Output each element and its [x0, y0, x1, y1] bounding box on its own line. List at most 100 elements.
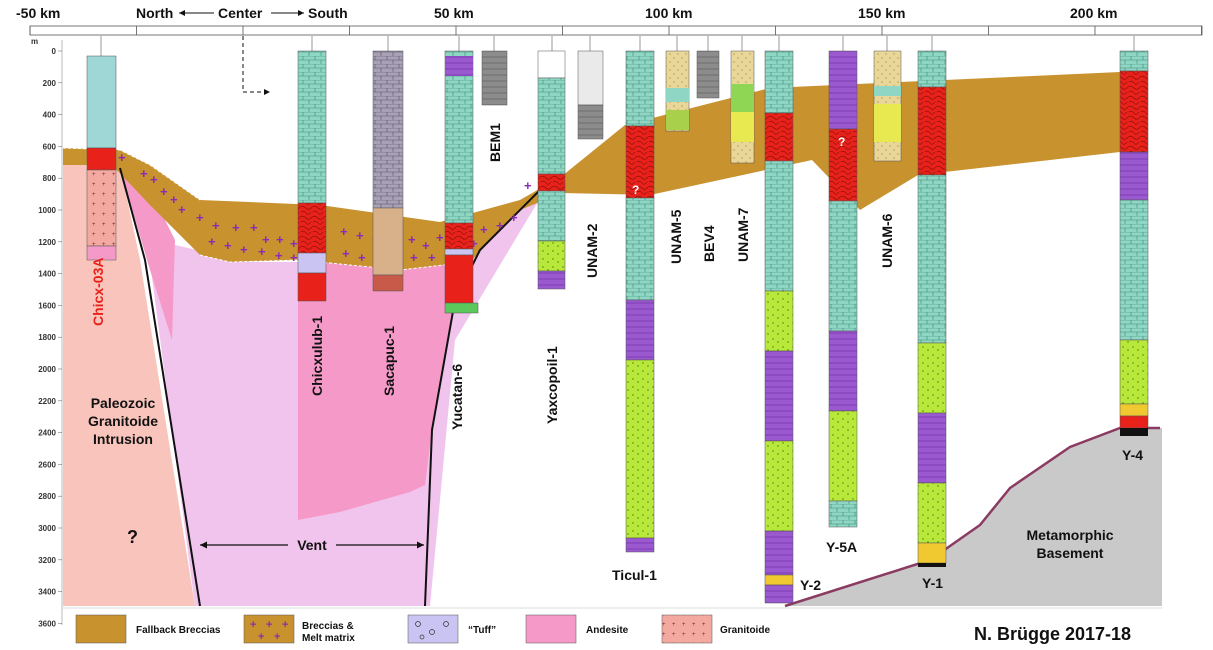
- km-label-150: 150 km: [858, 5, 905, 21]
- depth-tick-label: 800: [43, 174, 57, 183]
- question-mark-ticul: ?: [632, 183, 639, 197]
- legend-label-tuff: “Tuff”: [468, 625, 496, 636]
- well-yucatan-6: [444, 36, 479, 314]
- well-label-bem1: BEM1: [487, 123, 503, 162]
- question-mark-granitoide: ?: [127, 527, 138, 547]
- well-unam-7: [730, 36, 755, 164]
- melt-plus-mark: +: [436, 230, 444, 245]
- legend-swatch-granitoide: [661, 614, 713, 644]
- south-label: South: [308, 5, 348, 21]
- legend-swatch-fallback: [75, 614, 127, 644]
- km-label-200: 200 km: [1070, 5, 1117, 21]
- center-pointer: [242, 36, 268, 93]
- question-mark-y5a: ?: [838, 135, 845, 149]
- melt-plus-mark: +: [480, 222, 488, 237]
- depth-tick-label: 1600: [38, 301, 56, 310]
- well-label-sacapuc-1: Sacapuc-1: [381, 326, 397, 396]
- depth-tick-label: 3000: [38, 524, 56, 533]
- melt-plus-mark: +: [240, 242, 248, 257]
- well-label-y-5a: Y-5A: [826, 539, 857, 555]
- well-bev4: [696, 36, 720, 99]
- well-label-unam-6: UNAM-6: [879, 213, 895, 268]
- melt-plus-mark: +: [422, 238, 430, 253]
- depth-tick-label: 2400: [38, 429, 56, 438]
- depth-tick-label: 3600: [38, 619, 56, 628]
- well-sacapuc-1: [372, 36, 404, 292]
- distance-scale: -50 km 50 km 100 km 150 km 200 km North …: [16, 5, 1203, 95]
- paleozoic-label-line-1: Paleozoic: [91, 395, 156, 411]
- depth-tick-label: 1800: [38, 333, 56, 342]
- metamorphic-label-line-1: Metamorphic: [1026, 527, 1113, 543]
- depth-tick-label: 0: [52, 47, 57, 56]
- km-label-minus-50: -50 km: [16, 5, 60, 21]
- depth-tick-label: 2200: [38, 397, 56, 406]
- well-yaxcopoil-1: [537, 36, 566, 290]
- well-labels: Chicx-03A Chicxulub-1 Sacapuc-1 Yucatan-…: [90, 123, 1143, 593]
- melt-plus-mark: +: [275, 248, 283, 263]
- melt-plus-mark: +: [510, 210, 518, 225]
- melt-plus-mark: +: [496, 218, 504, 233]
- well-label-unam-7: UNAM-7: [735, 207, 751, 262]
- melt-plus-mark: +: [224, 238, 232, 253]
- melt-plus-mark: +: [276, 232, 284, 247]
- melt-plus-mark: +: [340, 224, 348, 239]
- well-label-unam-2: UNAM-2: [584, 223, 600, 278]
- legend-label-fallback: Fallback Breccias: [136, 625, 221, 636]
- metamorphic-basement-area: [785, 428, 1162, 606]
- melt-plus-mark: +: [470, 236, 478, 251]
- depth-tick-label: 3400: [38, 588, 56, 597]
- km-label-100: 100 km: [645, 5, 692, 21]
- depth-tick-label: 2600: [38, 460, 56, 469]
- melt-plus-mark: +: [140, 166, 148, 181]
- metamorphic-label-line-2: Basement: [1037, 545, 1104, 561]
- melt-plus-mark: +: [356, 228, 364, 243]
- legend-label-breccias-line-2: Melt matrix: [302, 633, 355, 644]
- depth-tick-label: 2800: [38, 492, 56, 501]
- melt-plus-mark: +: [262, 232, 270, 247]
- melt-plus-mark: +: [250, 220, 258, 235]
- well-ticul-1: [625, 36, 655, 553]
- author-credit: N. Brügge 2017-18: [974, 624, 1131, 644]
- melt-plus-mark: +: [196, 210, 204, 225]
- depth-tick-label: 400: [43, 111, 57, 120]
- well-label-chicx-03a: Chicx-03A: [90, 258, 106, 326]
- melt-plus-mark: +: [258, 244, 266, 259]
- depth-tick-label: 3200: [38, 556, 56, 565]
- paleozoic-granitoide-area: [63, 165, 195, 606]
- melt-plus-mark: +: [410, 250, 418, 265]
- km-label-50: 50 km: [434, 5, 474, 21]
- well-label-ticul-1: Ticul-1: [612, 567, 657, 583]
- svg-text:+: +: [282, 619, 288, 631]
- well-unam-2: [577, 36, 604, 140]
- well-unam-6: [873, 36, 902, 162]
- melt-plus-mark: +: [232, 220, 240, 235]
- depth-tick-label: 2000: [38, 365, 56, 374]
- svg-text:+: +: [250, 619, 256, 631]
- well-y-5a: [828, 36, 858, 528]
- geologic-units: ++++++++++++++++++++++++++++++++++: [62, 72, 1162, 608]
- well-unam-5: [665, 36, 690, 132]
- legend-label-andesite: Andesite: [586, 625, 629, 636]
- well-y-2: [764, 36, 794, 604]
- melt-plus-mark: +: [118, 150, 126, 165]
- svg-text:+: +: [266, 619, 272, 631]
- melt-plus-mark: +: [428, 250, 436, 265]
- center-label: Center: [218, 5, 263, 21]
- depth-tick-label: 1400: [38, 270, 56, 279]
- svg-text:+: +: [274, 631, 280, 643]
- well-chicxulub-1: [297, 36, 327, 302]
- depth-tick-label: 600: [43, 142, 57, 151]
- paleozoic-label-line-3: Intrusion: [93, 431, 153, 447]
- well-y-1: [917, 36, 947, 567]
- wells: [86, 36, 1149, 604]
- melt-plus-mark: +: [342, 246, 350, 261]
- melt-plus-mark: +: [212, 218, 220, 233]
- legend-swatch-breccias: [243, 614, 295, 644]
- depth-tick-label: 200: [43, 79, 57, 88]
- well-label-chicxulub-1: Chicxulub-1: [309, 316, 325, 396]
- well-label-y-2: Y-2: [800, 577, 821, 593]
- well-label-y-4: Y-4: [1122, 447, 1143, 463]
- well-y-4: [1119, 36, 1149, 436]
- melt-plus-mark: +: [290, 236, 298, 251]
